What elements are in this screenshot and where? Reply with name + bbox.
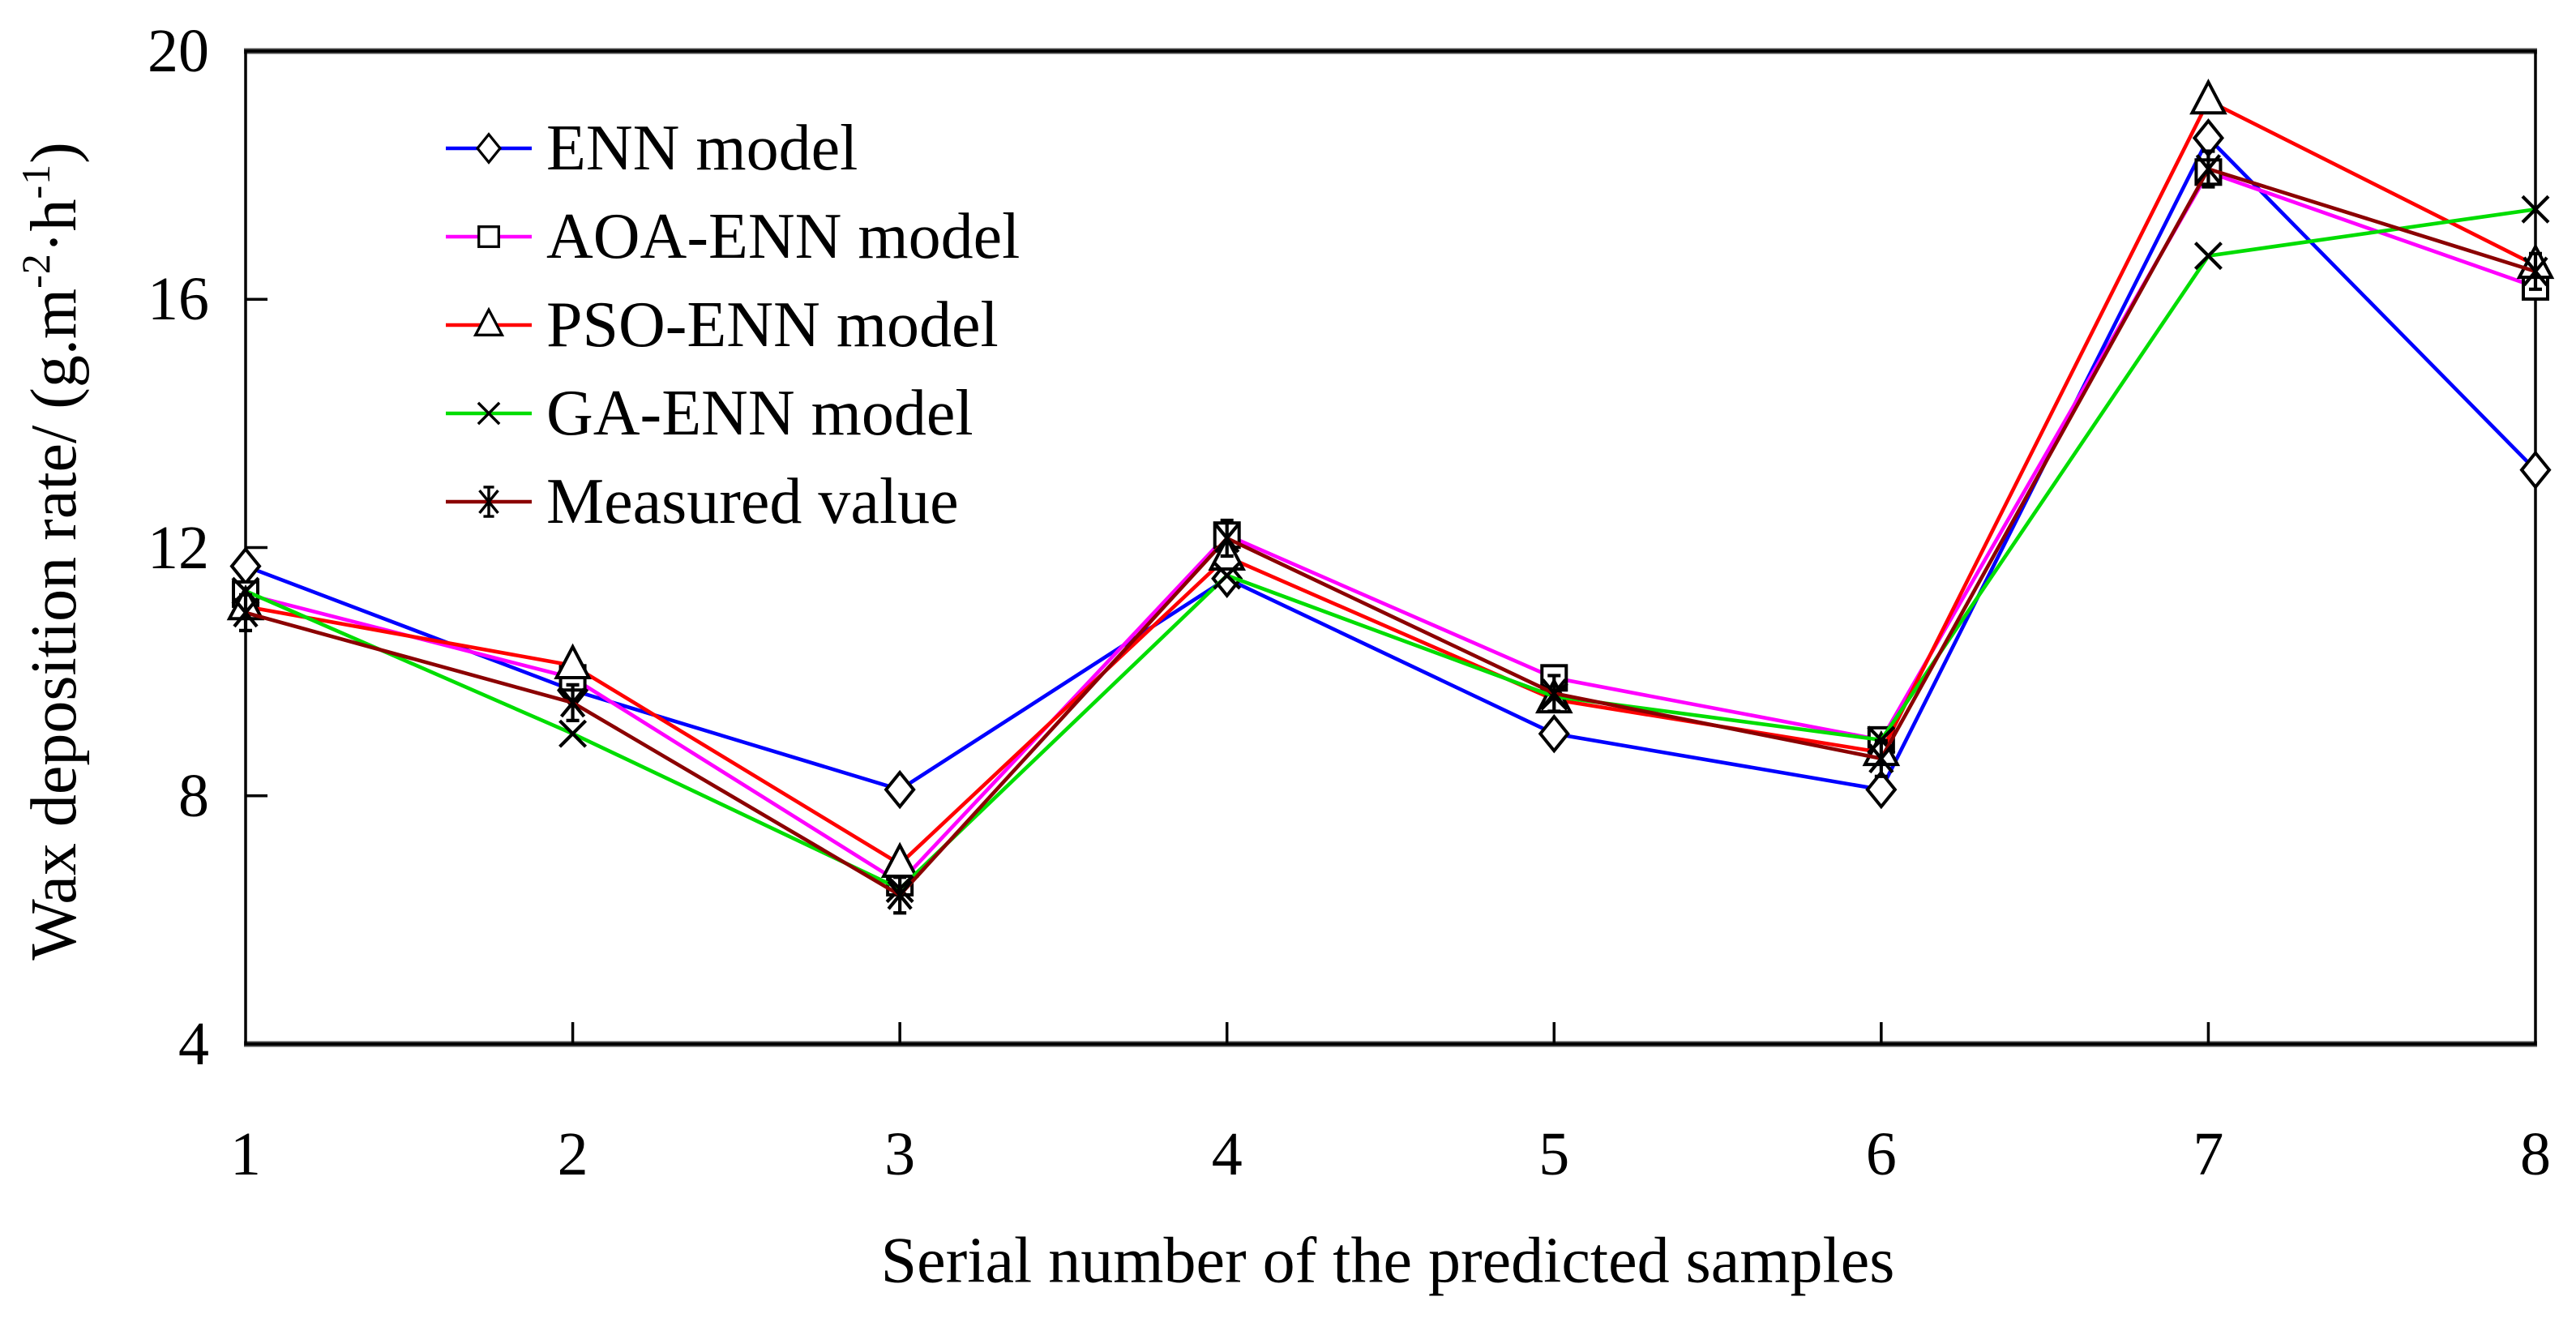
x-tick-label: 1	[230, 1120, 261, 1188]
legend-item-aoa-enn-model: AOA-ENN model	[444, 192, 1020, 280]
diamond-marker	[475, 131, 503, 165]
legend-label: GA-ENN model	[546, 377, 973, 449]
legend-item-enn-model: ENN model	[444, 104, 1020, 192]
y-axis-title-text: )	[19, 142, 90, 164]
y-axis-title-text: ·h	[19, 199, 90, 254]
y-axis-title-superscript: -1	[13, 163, 58, 199]
legend-item-pso-enn-model: PSO-ENN model	[444, 280, 1020, 369]
diamond-marker	[2519, 450, 2552, 490]
x-tick-label: 4	[1211, 1120, 1243, 1188]
asterisk-marker	[233, 593, 259, 632]
y-axis-title-superscript: -2	[13, 253, 58, 289]
x-tick-label: 6	[1865, 1120, 1897, 1188]
x-marker	[477, 401, 501, 425]
x-marker	[1213, 561, 1242, 590]
diamond-marker	[1538, 714, 1570, 754]
triangle-legend-key-icon	[446, 306, 532, 336]
legend-item-measured-value: Measured value	[444, 457, 1020, 546]
legend-label: ENN model	[546, 112, 858, 184]
diamond-legend-key-icon	[446, 131, 532, 165]
asterisk-marker	[1868, 738, 1894, 778]
tick-marks	[246, 297, 2210, 1044]
triangle-marker	[880, 841, 919, 878]
y-tick-label: 16	[148, 265, 209, 334]
diamond-marker	[229, 546, 262, 586]
y-tick-label: 8	[178, 761, 209, 830]
y-axis-title: Wax deposition rate/ (g.m-2·h-1)	[12, 142, 92, 961]
legend-label: AOA-ENN model	[546, 200, 1021, 272]
diamond-marker	[884, 769, 916, 810]
x-tick-label: 5	[1538, 1120, 1570, 1188]
asterisk-marker	[559, 683, 586, 723]
x-marker	[2521, 195, 2550, 224]
diamond-marker	[1865, 769, 1898, 810]
triangle-marker	[554, 643, 592, 679]
x-legend-key-icon	[446, 401, 532, 425]
y-tick-label: 4	[178, 1010, 209, 1078]
series-measured-value	[233, 149, 2548, 915]
legend: ENN model AOA-ENN model PSO-ENN model GA-EN…	[444, 104, 1020, 546]
series-enn-model	[229, 118, 2552, 810]
y-axis-title-text: Wax deposition rate/ (g.m	[19, 288, 90, 961]
legend-label: PSO-ENN model	[546, 289, 999, 361]
triangle-marker	[473, 306, 505, 336]
x-axis-title: Serial number of the predicted samples	[880, 1225, 1895, 1297]
x-tick-label: 2	[557, 1120, 588, 1188]
x-tick-label: 3	[884, 1120, 916, 1188]
x-tick-label: 8	[2520, 1120, 2551, 1188]
y-tick-label: 20	[148, 17, 209, 85]
asterisk-marker	[1541, 674, 1567, 713]
square-legend-key-icon	[446, 225, 532, 248]
x-marker	[2193, 242, 2223, 271]
asterisk-marker	[887, 875, 913, 915]
legend-item-ga-enn-model: GA-ENN model	[444, 369, 1020, 457]
asterisk-marker	[1214, 518, 1240, 558]
asterisk-marker	[2523, 251, 2548, 291]
triangle-marker	[2189, 78, 2227, 115]
asterisk-marker	[2195, 149, 2222, 189]
y-tick-label: 12	[148, 513, 209, 582]
legend-label: Measured value	[546, 465, 959, 537]
square-marker	[477, 225, 500, 248]
x-marker	[558, 719, 588, 748]
asterisk-legend-key-icon	[446, 485, 532, 518]
asterisk-marker	[478, 485, 499, 518]
x-tick-label: 7	[2193, 1120, 2224, 1188]
